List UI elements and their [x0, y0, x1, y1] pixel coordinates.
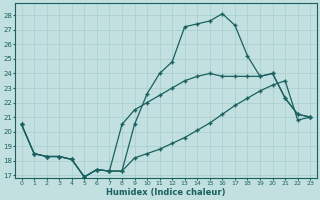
X-axis label: Humidex (Indice chaleur): Humidex (Indice chaleur) — [106, 188, 226, 197]
